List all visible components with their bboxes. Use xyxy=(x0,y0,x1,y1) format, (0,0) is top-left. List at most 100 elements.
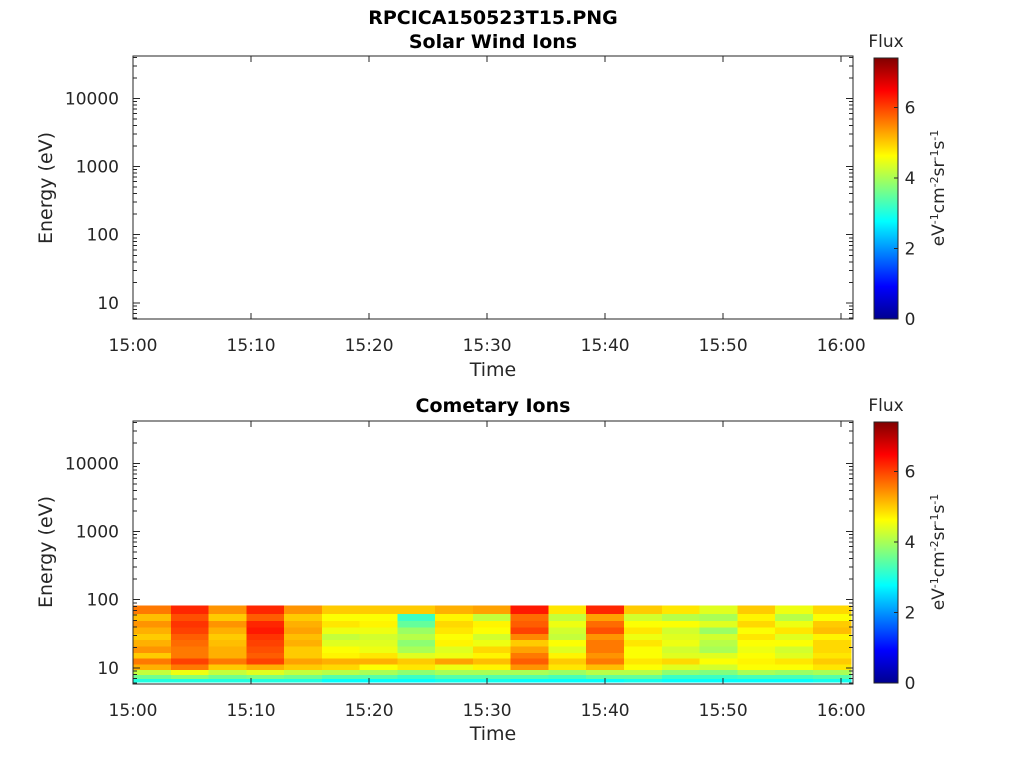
heatmap-cell xyxy=(661,605,701,614)
heatmap-cell xyxy=(737,657,776,665)
heatmap-cell xyxy=(321,674,361,680)
heatmap-cell xyxy=(624,613,663,621)
panel-title: Cometary Ions xyxy=(416,395,571,417)
heatmap-cell xyxy=(397,657,436,665)
heatmap-cell xyxy=(435,663,474,670)
heatmap-cell xyxy=(624,669,663,676)
colorbar-title: Flux xyxy=(868,32,903,52)
heatmap-cell xyxy=(284,605,323,614)
heatmap-cell xyxy=(321,633,361,641)
heatmap-cell xyxy=(472,605,512,614)
heatmap-cell xyxy=(775,645,814,653)
x-tick-label: 16:00 xyxy=(817,701,866,721)
heatmap-cell xyxy=(284,669,323,676)
heatmap-cell xyxy=(661,657,701,665)
heatmap-cell xyxy=(510,613,550,621)
heatmap-cell xyxy=(586,652,625,659)
heatmap-cell xyxy=(133,652,172,659)
heatmap-cell xyxy=(133,657,172,665)
heatmap-cell xyxy=(397,645,436,653)
x-tick-label: 15:40 xyxy=(581,336,630,356)
y-tick-label: 1000 xyxy=(76,523,119,543)
heatmap-cell xyxy=(661,652,701,659)
heatmap-cell xyxy=(284,620,323,628)
heatmap-cell xyxy=(624,626,663,635)
heatmap-cell xyxy=(624,663,663,670)
colorbar-tick-label: 4 xyxy=(905,169,916,189)
heatmap-cell xyxy=(548,678,587,683)
heatmap-cell xyxy=(737,626,776,635)
heatmap-cell xyxy=(699,626,738,635)
heatmap-cell xyxy=(208,657,247,665)
heatmap-cell xyxy=(246,633,285,641)
x-axis: 15:00 15:10 15:20 15:30 15:40 15:50 16:00 xyxy=(109,56,866,356)
heatmap-cell xyxy=(397,626,436,635)
heatmap-cell xyxy=(510,645,550,653)
heatmap-cell xyxy=(435,669,474,676)
heatmap-cell xyxy=(246,674,285,680)
heatmap-cell xyxy=(548,633,587,641)
heatmap-cell xyxy=(133,633,172,641)
colorbar-tick-label: 2 xyxy=(905,239,916,259)
heatmap-cell xyxy=(812,669,852,676)
heatmap-cell xyxy=(624,657,663,665)
heatmap-cell xyxy=(586,613,625,621)
heatmap-cell xyxy=(661,674,701,680)
heatmap-cell xyxy=(699,657,738,665)
y-tick-label: 10 xyxy=(97,659,119,679)
heatmap-cell xyxy=(321,652,361,659)
heatmap-cell xyxy=(661,645,701,653)
heatmap-cell xyxy=(321,663,361,670)
x-tick-label: 15:00 xyxy=(109,701,158,721)
heatmap-cell xyxy=(548,620,587,628)
heatmap-cell xyxy=(737,613,776,621)
heatmap-cell xyxy=(510,620,550,628)
x-tick-label: 15:30 xyxy=(463,336,512,356)
heatmap-cell xyxy=(699,605,738,614)
heatmap-cell xyxy=(359,613,398,621)
heatmap-cell xyxy=(775,674,814,680)
heatmap-cell xyxy=(170,663,210,670)
heatmap-cell xyxy=(699,613,738,621)
heatmap-cell xyxy=(812,645,852,653)
x-tick-label: 15:10 xyxy=(227,336,276,356)
heatmap-cell xyxy=(359,639,398,647)
heatmap-cell xyxy=(472,678,512,683)
heatmap-cell xyxy=(812,605,852,614)
heatmap-cell xyxy=(359,657,398,665)
colorbar: Flux 0 2 4 6 eV-1cm-2sr-1s-1 xyxy=(868,32,949,330)
heatmap-cell xyxy=(699,674,738,680)
heatmap-cell xyxy=(737,652,776,659)
heatmap-cell xyxy=(661,669,701,676)
heatmap-cell xyxy=(170,613,210,621)
colorbar-frame xyxy=(873,421,899,684)
heatmap-cell xyxy=(661,639,701,647)
heatmap-cell xyxy=(775,657,814,665)
heatmap-cell xyxy=(321,626,361,635)
heatmap-cell xyxy=(548,674,587,680)
heatmap-cells xyxy=(133,605,852,683)
heatmap-cell xyxy=(284,678,323,683)
heatmap-cell xyxy=(737,669,776,676)
heatmap-cell xyxy=(397,633,436,641)
heatmap-cell xyxy=(170,669,210,676)
heatmap-cell xyxy=(586,669,625,676)
heatmap-cell xyxy=(359,626,398,635)
colorbar-units: eV-1cm-2sr-1s-1 xyxy=(928,494,950,611)
heatmap-cell xyxy=(548,669,587,676)
heatmap-cell xyxy=(586,674,625,680)
heatmap-cell xyxy=(812,657,852,665)
x-tick-label: 15:10 xyxy=(227,701,276,721)
heatmap-cell xyxy=(397,678,436,683)
colorbar-tick-label: 4 xyxy=(905,533,916,553)
heatmap-cell xyxy=(586,645,625,653)
heatmap-cell xyxy=(737,678,776,683)
heatmap-cell xyxy=(548,626,587,635)
heatmap-cell xyxy=(321,620,361,628)
heatmap-cell xyxy=(321,613,361,621)
heatmap-cell xyxy=(510,626,550,635)
heatmap-cell xyxy=(170,674,210,680)
heatmap-cell xyxy=(624,633,663,641)
colorbar-title: Flux xyxy=(868,396,903,416)
heatmap-cell xyxy=(812,674,852,680)
